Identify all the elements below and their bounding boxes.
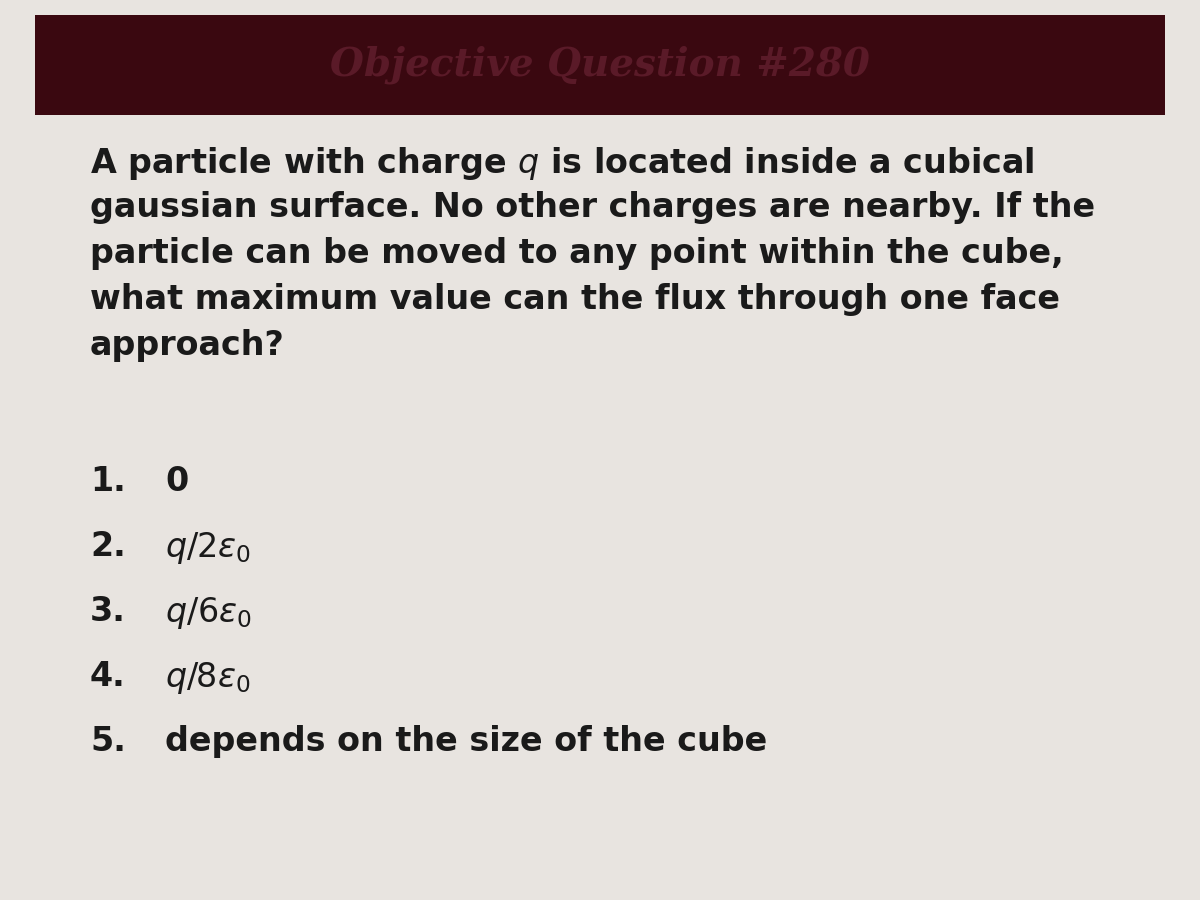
- Text: particle can be moved to any point within the cube,: particle can be moved to any point withi…: [90, 237, 1063, 270]
- Bar: [35, 15, 1165, 115]
- Text: Objective Question #280: Objective Question #280: [330, 46, 870, 85]
- Text: $q/6\varepsilon_0$: $q/6\varepsilon_0$: [166, 595, 252, 631]
- Text: 3.: 3.: [90, 595, 126, 628]
- Text: depends on the size of the cube: depends on the size of the cube: [166, 725, 767, 758]
- Text: $q/2\varepsilon_0$: $q/2\varepsilon_0$: [166, 530, 251, 566]
- Text: 4.: 4.: [90, 660, 126, 693]
- Text: $q/8\varepsilon_0$: $q/8\varepsilon_0$: [166, 660, 251, 696]
- Text: 1.: 1.: [90, 465, 126, 498]
- Text: 0: 0: [166, 465, 188, 498]
- Text: gaussian surface. No other charges are nearby. If the: gaussian surface. No other charges are n…: [90, 191, 1096, 224]
- Text: 2.: 2.: [90, 530, 126, 563]
- Text: what maximum value can the flux through one face: what maximum value can the flux through …: [90, 283, 1060, 316]
- Text: 5.: 5.: [90, 725, 126, 758]
- Text: approach?: approach?: [90, 329, 284, 362]
- Text: A particle with charge $q$ is located inside a cubical: A particle with charge $q$ is located in…: [90, 145, 1034, 182]
